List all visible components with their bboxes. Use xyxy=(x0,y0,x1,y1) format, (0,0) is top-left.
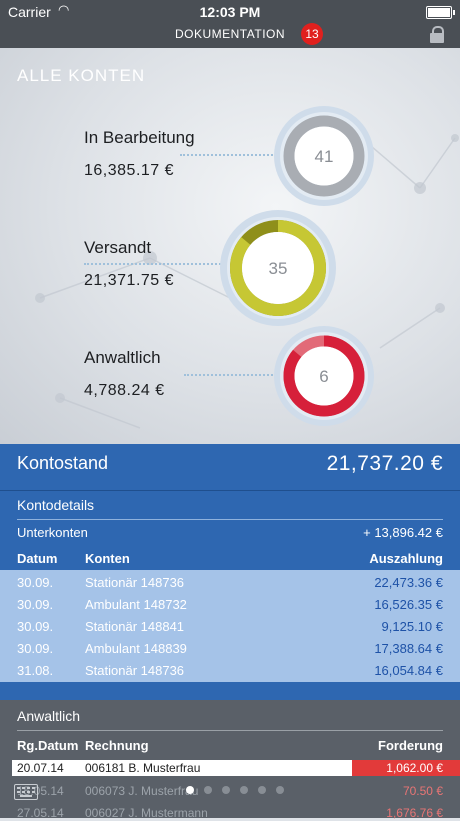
cell-claim: 70.50 € xyxy=(402,784,443,798)
table-row[interactable]: 30.09. Ambulant 148839 17,388.64 € xyxy=(0,637,460,659)
cell-invoice: 006073 J. Musterfrau xyxy=(85,784,199,798)
cell-amount: 9,125.10 € xyxy=(381,619,443,634)
page-dot[interactable] xyxy=(222,786,230,794)
connector-line xyxy=(180,154,280,156)
account-details: Kontodetails Unterkonten + 13,896.42 € D… xyxy=(0,490,460,571)
cell-amount: 22,473.36 € xyxy=(374,575,443,590)
page-dot[interactable] xyxy=(276,786,284,794)
status-amount-in-bearbeitung: 16,385.17 € xyxy=(84,162,175,179)
ring-anwaltlich[interactable]: 6 xyxy=(272,324,376,428)
lock-icon[interactable] xyxy=(430,26,444,43)
nav-title-button[interactable]: DOKUMENTATION xyxy=(174,27,286,41)
cell-amount: 16,054.84 € xyxy=(374,663,443,678)
divider xyxy=(17,519,443,520)
page-dot[interactable] xyxy=(240,786,248,794)
table-row[interactable]: 20.07.14 006181 B. Musterfrau 1,062.00 € xyxy=(12,760,460,776)
accounts-overview: ALLE KONTEN In Bearbeitung 16,385.17 € 4… xyxy=(0,48,460,444)
column-header-konten[interactable]: Konten xyxy=(85,551,130,566)
cell-amount: 17,388.64 € xyxy=(374,641,443,656)
ring-versandt[interactable]: 35 xyxy=(218,208,338,328)
cell-account: Stationär 148736 xyxy=(85,663,185,678)
ring-progress xyxy=(230,220,326,316)
cell-date: 27.05.14 xyxy=(17,806,64,820)
ring-in-bearbeitung[interactable]: 41 xyxy=(272,104,376,208)
wifi-icon: ◠ xyxy=(58,2,70,17)
divider xyxy=(17,730,443,731)
status-label-anwaltlich[interactable]: Anwaltlich xyxy=(84,348,161,367)
section-gap xyxy=(0,682,460,700)
balance-label: Kontostand xyxy=(17,453,109,473)
connector-line xyxy=(184,374,280,376)
notification-badge[interactable]: 13 xyxy=(301,23,323,45)
column-header-datum[interactable]: Datum xyxy=(17,551,58,566)
ring-count: 35 xyxy=(269,259,288,278)
cell-date: 30.09. xyxy=(17,641,54,656)
page-dot[interactable] xyxy=(204,786,212,794)
table-row[interactable]: 31.08. Stationär 148736 16,054.84 € xyxy=(0,659,460,681)
clock: 12:03 PM xyxy=(199,4,261,20)
cell-account: Ambulant 148732 xyxy=(85,597,187,612)
page-title: ALLE KONTEN xyxy=(17,66,146,85)
cell-claim: 1,062.00 € xyxy=(386,761,443,775)
subaccounts-label[interactable]: Unterkonten xyxy=(17,525,88,540)
battery-icon xyxy=(426,6,455,19)
cell-amount: 16,526.35 € xyxy=(374,597,443,612)
cell-date: 30.09. xyxy=(17,597,54,612)
cell-account: Stationär 148736 xyxy=(85,575,185,590)
cell-date: 30.09. xyxy=(17,619,54,634)
cell-claim: 1,676.76 € xyxy=(386,806,443,820)
cell-date: 20.07.14 xyxy=(17,761,64,775)
ring-count: 41 xyxy=(315,147,334,166)
table-row[interactable]: 30.09. Ambulant 148732 16,526.35 € xyxy=(0,593,460,615)
subaccounts-value: + 13,896.42 € xyxy=(363,525,443,540)
nav-bar: DOKUMENTATION 13 xyxy=(0,23,460,60)
status-bar: Carrier ◠ 12:03 PM xyxy=(0,0,460,24)
legal-section: Anwaltlich Rg.Datum Rechnung Forderung 2… xyxy=(0,700,460,821)
column-header-forderung[interactable]: Forderung xyxy=(378,738,443,753)
cell-invoice: 006181 B. Musterfrau xyxy=(85,761,201,775)
cell-date: 31.08. xyxy=(17,663,54,678)
keyboard-icon[interactable] xyxy=(14,784,38,800)
status-amount-versandt: 21,371.75 € xyxy=(84,272,175,289)
ring-track xyxy=(283,115,365,197)
column-header-rg-datum[interactable]: Rg.Datum xyxy=(17,738,79,753)
carrier-label: Carrier xyxy=(8,4,51,20)
cell-invoice: 006027 J. Mustermann xyxy=(85,806,208,820)
payouts-table: 30.09. Stationär 148736 22,473.36 € 30.0… xyxy=(0,570,460,682)
column-header-auszahlung[interactable]: Auszahlung xyxy=(369,551,443,566)
table-row[interactable]: 30.09. Stationär 148841 9,125.10 € xyxy=(0,615,460,637)
balance-value: 21,737.20 € xyxy=(326,452,443,475)
cell-date: 30.09. xyxy=(17,575,54,590)
status-label-versandt[interactable]: Versandt xyxy=(84,238,152,257)
ring-count: 6 xyxy=(319,367,328,386)
table-row[interactable]: 30.09. Stationär 148736 22,473.36 € xyxy=(0,571,460,593)
column-header-rechnung[interactable]: Rechnung xyxy=(85,738,149,753)
cell-account: Ambulant 148839 xyxy=(85,641,187,656)
overdue-marker xyxy=(352,760,460,776)
table-row[interactable]: 27.05.14 006027 J. Mustermann 1,676.76 € xyxy=(12,805,460,821)
section-title: Kontodetails xyxy=(17,497,95,513)
page-dot[interactable] xyxy=(258,786,266,794)
status-label-in-bearbeitung[interactable]: In Bearbeitung xyxy=(84,128,195,147)
section-title: Anwaltlich xyxy=(17,708,81,724)
cell-account: Stationär 148841 xyxy=(85,619,185,634)
connector-line xyxy=(84,263,224,265)
page-dot[interactable] xyxy=(186,786,194,794)
balance-bar[interactable]: Kontostand 21,737.20 € xyxy=(0,444,460,490)
ring-progress xyxy=(283,335,365,417)
status-amount-anwaltlich: 4,788.24 € xyxy=(84,382,165,399)
page-indicator[interactable] xyxy=(0,786,460,796)
